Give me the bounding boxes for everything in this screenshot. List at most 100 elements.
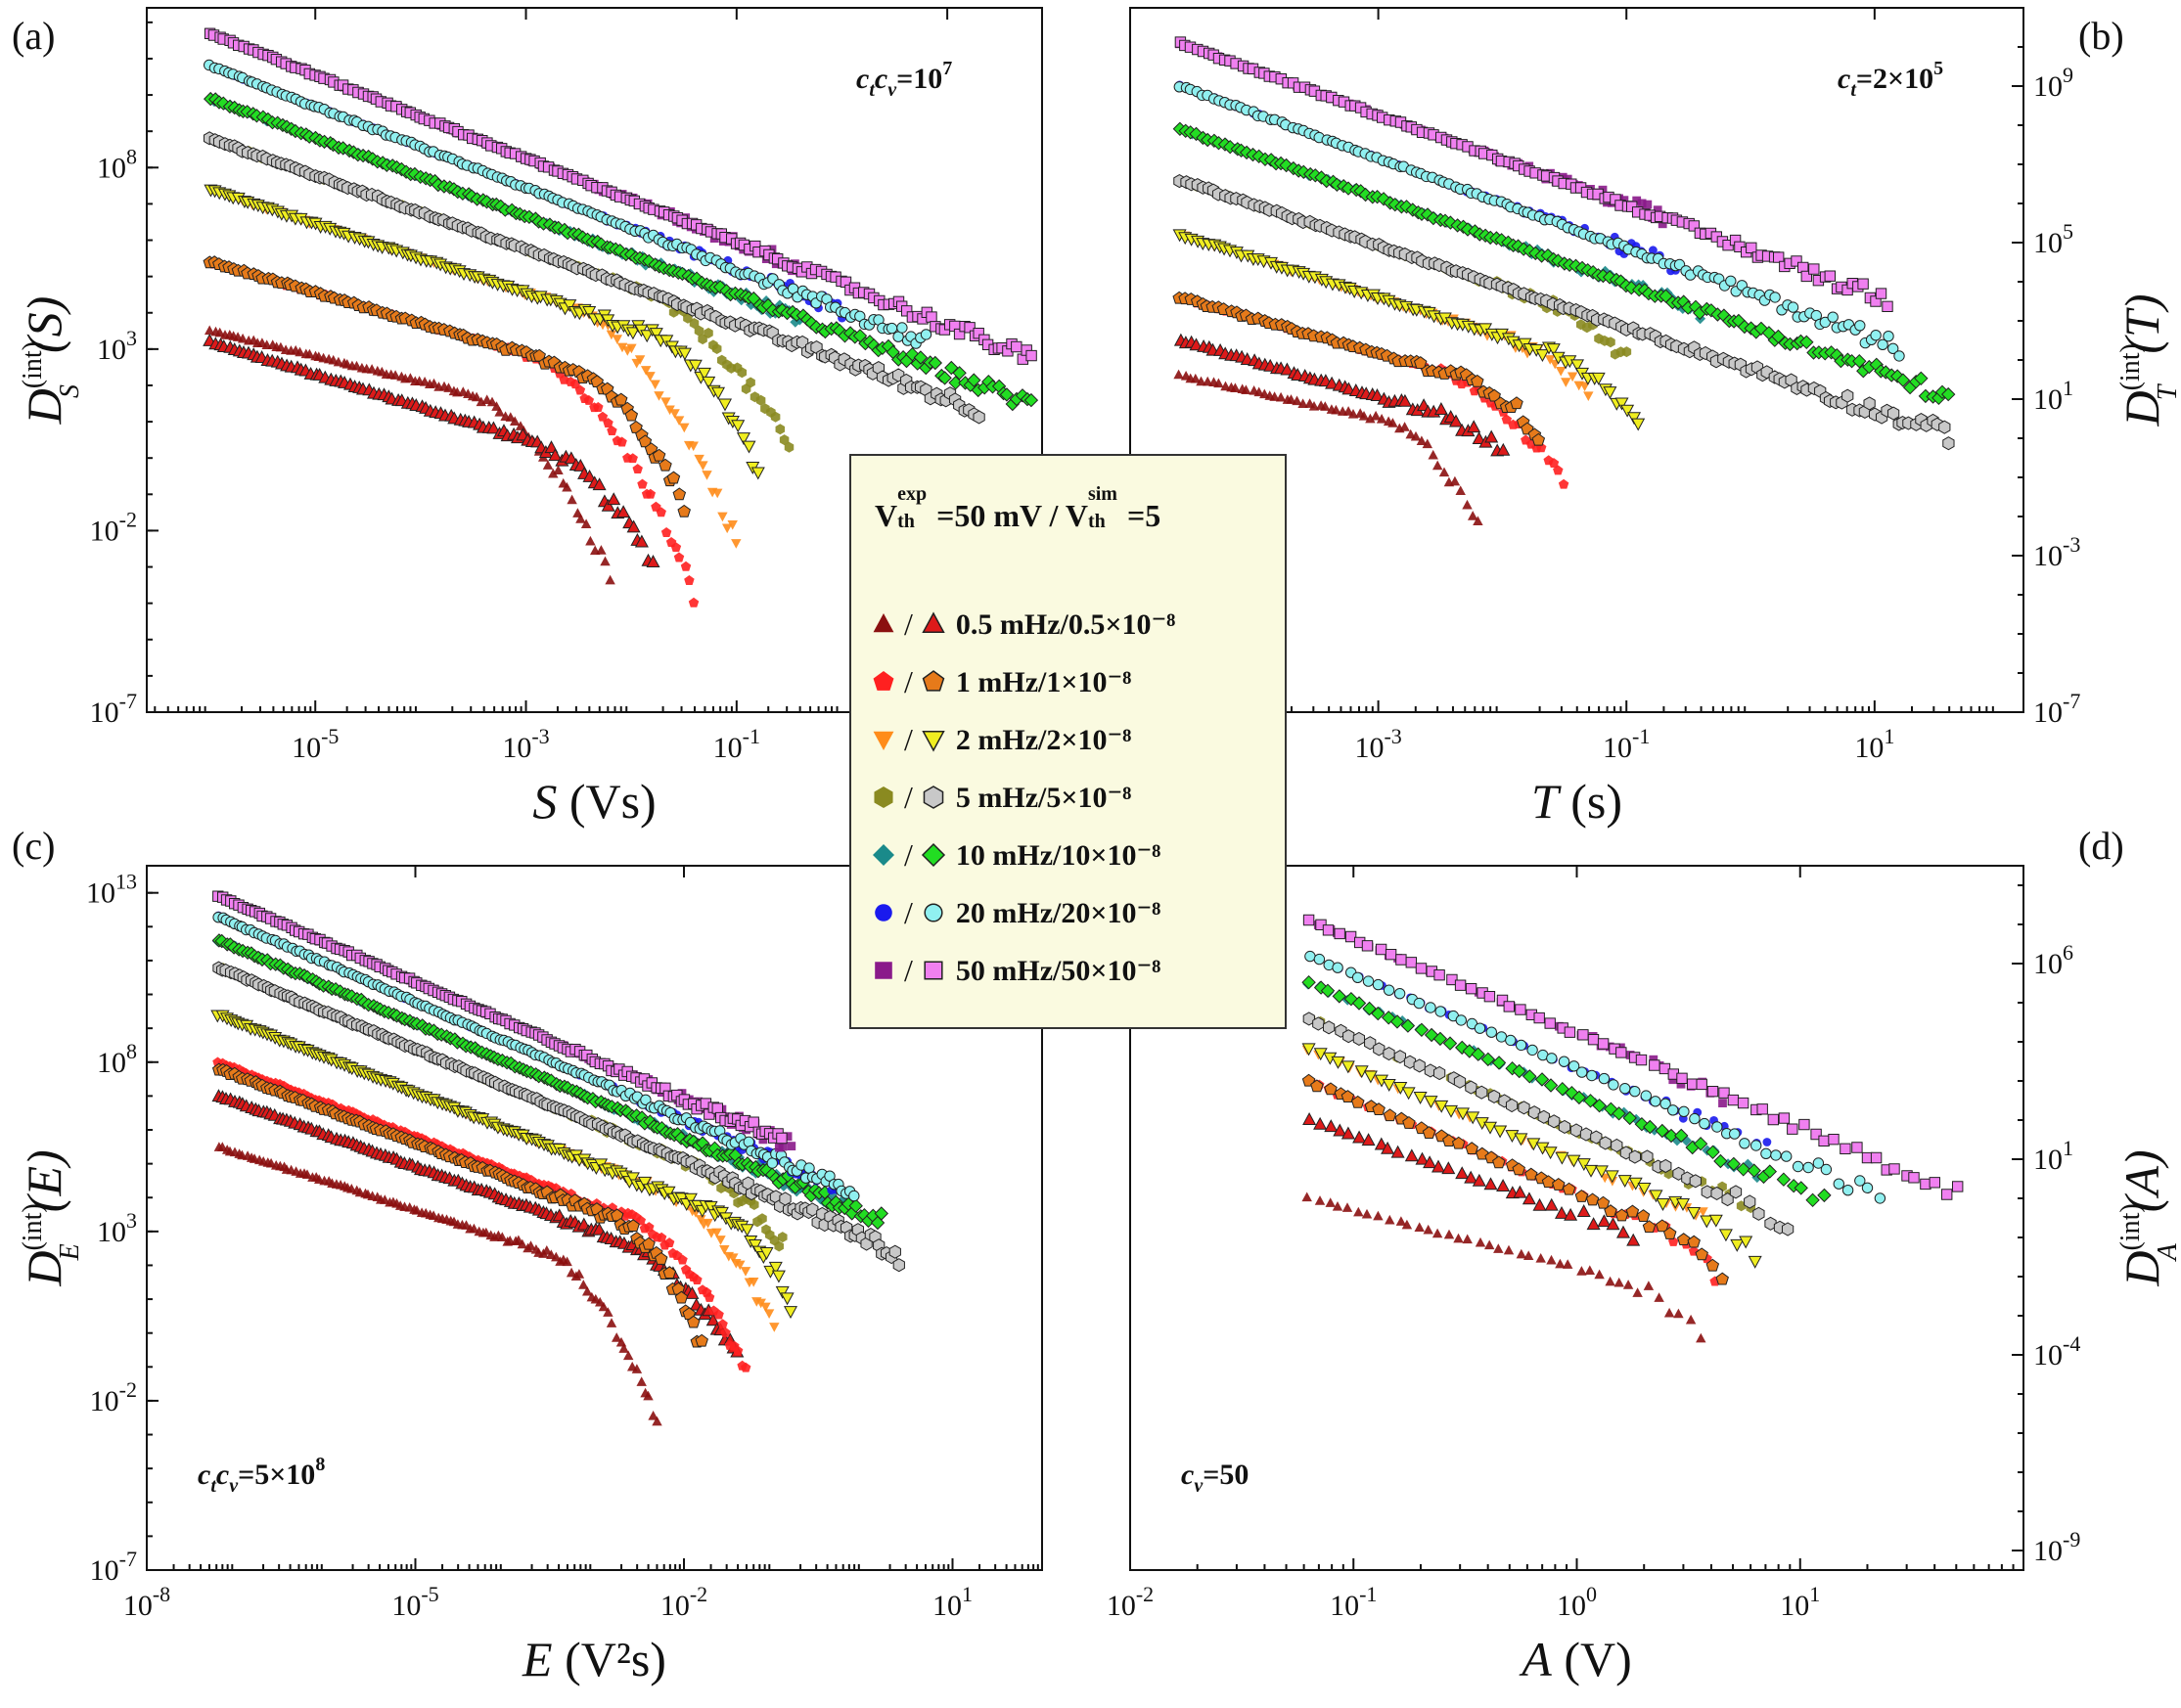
data-point xyxy=(663,1237,675,1248)
data-point xyxy=(645,488,657,499)
data-point xyxy=(1275,391,1287,402)
data-point xyxy=(854,310,866,322)
data-point xyxy=(1399,422,1410,431)
data-point xyxy=(1942,436,1955,451)
series-sim-4 xyxy=(1173,174,1955,451)
data-point xyxy=(618,1343,629,1353)
data-point xyxy=(688,597,700,607)
data-point xyxy=(1558,478,1569,489)
data-point xyxy=(1857,278,1869,290)
y-tick-label: 10-2 xyxy=(90,1377,137,1417)
data-point xyxy=(713,1309,724,1320)
data-point xyxy=(1591,372,1606,385)
data-point xyxy=(1025,349,1037,362)
data-point xyxy=(612,335,623,344)
series-sim-6 xyxy=(203,59,932,349)
series-sim-7 xyxy=(204,27,1037,365)
data-point xyxy=(656,1232,667,1242)
series-sim-1 xyxy=(1173,333,1511,457)
data-point xyxy=(660,397,671,407)
data-point xyxy=(1510,396,1523,410)
data-point xyxy=(771,1270,786,1283)
data-point xyxy=(1870,330,1882,341)
data-point xyxy=(1863,396,1876,411)
data-point xyxy=(204,325,215,336)
data-point xyxy=(553,465,564,475)
data-point xyxy=(1769,292,1781,303)
series-sim-3 xyxy=(204,184,765,480)
data-point xyxy=(1883,331,1894,342)
data-point xyxy=(886,322,898,335)
data-point xyxy=(737,367,748,379)
data-point xyxy=(660,527,672,537)
data-point xyxy=(1810,309,1823,322)
data-point xyxy=(1370,410,1382,421)
data-point xyxy=(720,1326,731,1337)
data-point xyxy=(746,377,755,388)
data-point xyxy=(1308,401,1320,411)
data-point xyxy=(717,398,733,412)
data-point xyxy=(645,372,656,382)
data-point xyxy=(736,432,751,446)
series-sim-5 xyxy=(1172,121,1956,406)
y-tick-label: 10-2 xyxy=(90,507,137,547)
data-point xyxy=(1325,376,1340,389)
data-point xyxy=(1416,435,1428,446)
data-point xyxy=(1467,420,1481,433)
data-point xyxy=(704,1291,715,1302)
y-axis-title: D(int)S(S) xyxy=(17,296,85,426)
data-point xyxy=(778,1232,788,1243)
plot-frame xyxy=(146,865,1043,1571)
data-point xyxy=(566,1267,577,1278)
data-point xyxy=(1649,246,1658,255)
data-point xyxy=(596,545,607,555)
data-point xyxy=(1455,485,1466,496)
data-point xyxy=(769,1323,780,1332)
data-point xyxy=(580,518,592,529)
data-point xyxy=(562,481,572,492)
data-point xyxy=(1501,414,1513,425)
x-tick-label: 101 xyxy=(932,1582,973,1622)
data-point xyxy=(486,421,501,434)
data-point xyxy=(1213,378,1224,388)
data-point xyxy=(1433,402,1448,415)
data-point xyxy=(569,379,581,389)
y-tick-label: 103 xyxy=(97,1208,137,1248)
data-point xyxy=(694,325,704,337)
data-point xyxy=(638,434,653,448)
data-point xyxy=(576,1217,591,1231)
data-point xyxy=(606,1318,617,1327)
data-point xyxy=(551,1251,562,1262)
panel-annotation: ctcv=107 xyxy=(856,58,952,101)
data-point xyxy=(429,378,439,388)
data-point xyxy=(622,1350,634,1361)
data-point xyxy=(643,1390,654,1401)
data-point xyxy=(697,367,711,381)
data-point xyxy=(1472,431,1486,444)
y-tick-label: 109 xyxy=(2033,63,2073,103)
series-sim-6 xyxy=(212,912,860,1202)
data-point xyxy=(1877,338,1888,350)
data-point xyxy=(1614,397,1629,411)
data-point xyxy=(582,306,597,319)
data-point xyxy=(650,380,660,390)
data-point xyxy=(1620,404,1635,418)
data-point xyxy=(389,370,401,380)
panel-label: (c) xyxy=(12,824,55,868)
data-point xyxy=(1553,465,1564,475)
plot-frame xyxy=(146,7,1043,713)
data-point xyxy=(652,1416,662,1426)
data-point xyxy=(948,376,963,390)
data-point xyxy=(702,376,716,389)
data-point xyxy=(755,394,766,406)
data-point xyxy=(1886,342,1899,354)
x-tick-label: 10-5 xyxy=(391,1582,438,1622)
data-point xyxy=(603,418,613,428)
data-point xyxy=(913,350,929,365)
y-tick-label: 105 xyxy=(2033,219,2073,259)
data-point xyxy=(564,451,578,465)
data-point xyxy=(1422,438,1433,449)
data-point xyxy=(669,409,680,419)
data-point xyxy=(366,364,378,374)
